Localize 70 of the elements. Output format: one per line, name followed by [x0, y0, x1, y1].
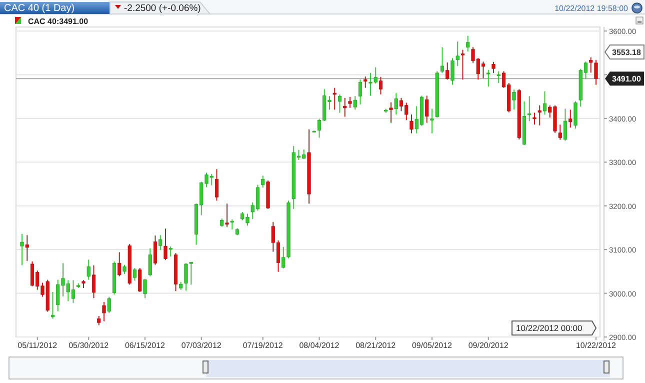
candlestick: [430, 108, 434, 134]
candlestick: [568, 109, 572, 128]
x-tick-label: 06/15/2012: [124, 341, 166, 350]
candlestick: [538, 104, 542, 126]
x-tick-label: 08/04/2012: [299, 341, 340, 350]
candlestick: [532, 112, 536, 126]
x-tick-label: 09/20/2012: [468, 341, 509, 350]
x-tick-label: 09/05/2012: [412, 341, 453, 350]
x-tick-label: 07/03/2012: [181, 341, 222, 350]
candlestick: [542, 90, 547, 115]
candlestick: [102, 302, 106, 322]
candlestick: [343, 97, 347, 118]
annotation: 10/22/2012 00:00: [516, 323, 582, 333]
candlestick: [563, 108, 568, 142]
candlestick: [528, 96, 532, 122]
candlestick: [466, 35, 470, 52]
candlestick: [353, 96, 357, 110]
text: CAC 40:3491.00: [28, 17, 89, 26]
candlestick: [25, 234, 29, 262]
candlestick: [118, 252, 122, 277]
candlestick: [214, 168, 219, 202]
candlestick: [456, 40, 460, 66]
candlestick: [138, 267, 142, 292]
candlestick: [450, 58, 454, 86]
ref-line-label: 3491.00: [612, 74, 642, 84]
candlestick: [574, 100, 578, 129]
candlestick: [440, 46, 444, 74]
candlestick: [358, 79, 362, 105]
candlestick: [261, 175, 265, 188]
candlestick: [425, 95, 429, 124]
candlestick: [348, 96, 352, 108]
candlestick: [389, 102, 393, 124]
candlestick: [486, 69, 490, 88]
x-tick-label: 07/19/2012: [242, 341, 284, 350]
chart-subtitle: -2.2500 (+-0.06%): [124, 3, 201, 14]
x-tick-label: 08/21/2012: [356, 341, 396, 350]
candlestick: [92, 264, 96, 299]
candlestick: [394, 92, 398, 115]
candlestick: [338, 94, 342, 114]
candlestick: [97, 316, 101, 326]
candlestick: [230, 218, 234, 230]
candlestick: [332, 87, 336, 110]
candlestick: [122, 264, 126, 275]
candlestick: [168, 246, 172, 258]
candlestick: [153, 235, 158, 266]
text: 10/22/2012 19:58:00: [554, 4, 629, 13]
candlestick: [50, 291, 55, 320]
candlestick: [143, 278, 147, 299]
candlestick: [107, 296, 111, 314]
candlestick: [364, 76, 368, 88]
x-tick-label: 05/11/2012: [18, 341, 58, 350]
candlestick: [512, 89, 516, 110]
candlestick: [410, 114, 414, 134]
x-tick-label: 10/22/2012: [576, 341, 617, 350]
candlestick: [225, 203, 229, 228]
candlestick: [558, 124, 562, 140]
candlestick: [148, 248, 152, 277]
candlestick: [86, 259, 90, 280]
candlestick: [164, 228, 168, 261]
candlestick: [446, 62, 450, 80]
x-tick-label: 05/30/2012: [68, 341, 110, 350]
candlestick: [492, 62, 496, 74]
text: 3553.18: [612, 48, 642, 57]
candlestick: [20, 233, 24, 266]
chart-title: CAC 40 (1 Day): [4, 3, 75, 14]
candlestick: [158, 234, 162, 251]
candlestick: [132, 267, 137, 282]
candlestick: [378, 76, 383, 95]
candlestick: [496, 70, 500, 84]
candlestick: [460, 49, 465, 80]
